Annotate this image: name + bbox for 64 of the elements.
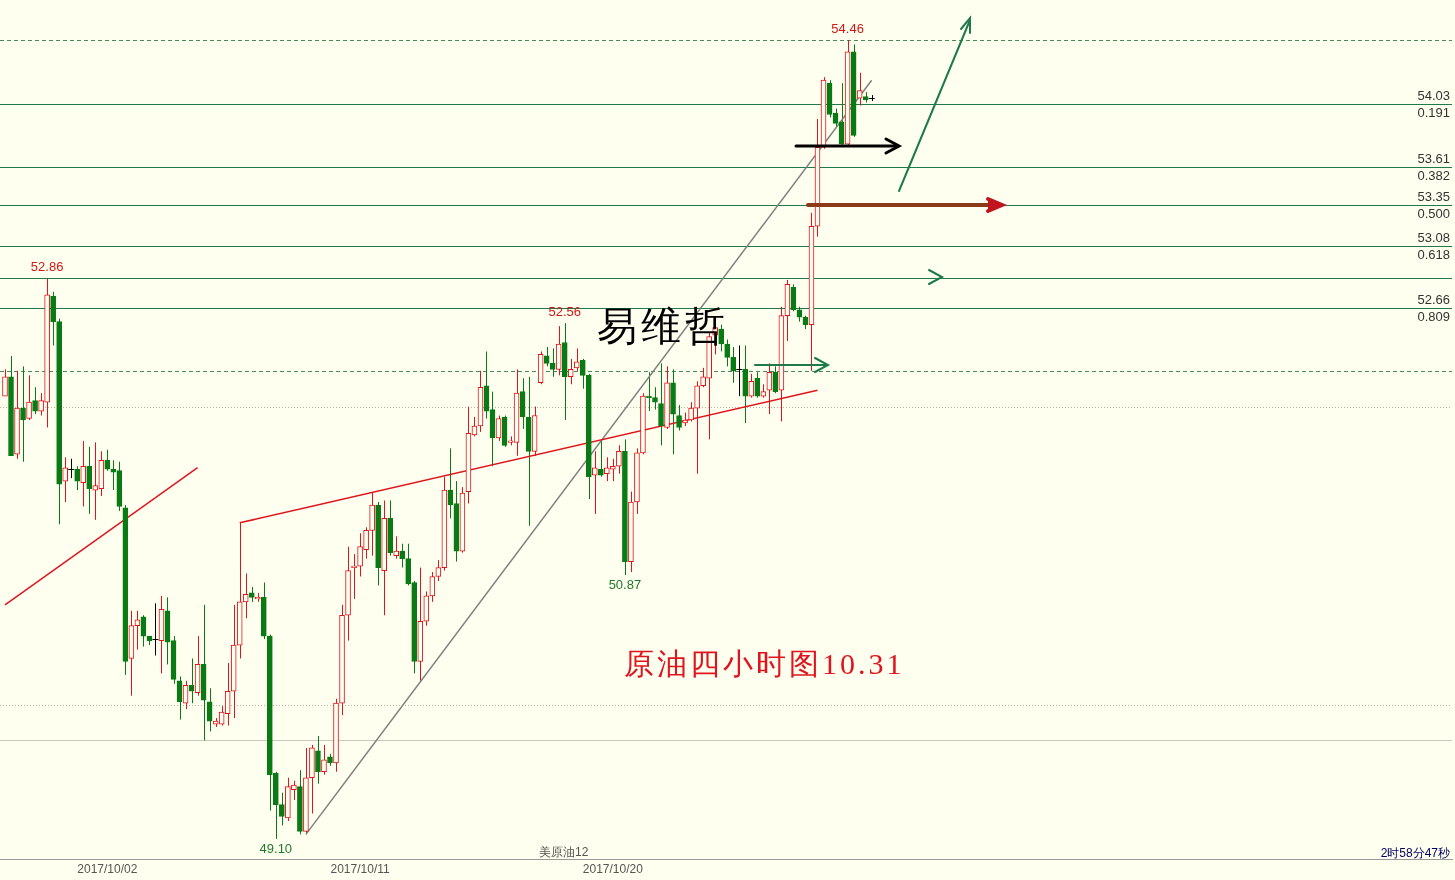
ref-line-label: 53.08 [1417,229,1450,245]
candlestick [754,371,761,399]
candlestick [351,553,357,600]
candlestick [62,456,69,503]
candlestick [242,573,249,619]
annotation: 49.10 [259,840,293,856]
candlestick [393,535,400,560]
candlestick [86,446,93,515]
candlestick [567,358,574,385]
annotation: 50.87 [608,577,642,593]
ref-line-label: 53.61 [1417,150,1450,166]
x-tick-label: 2017/10/02 [77,862,138,877]
candlestick [315,735,321,785]
annotation: 0.191 [1417,105,1450,121]
candlestick [291,780,297,801]
x-tick-label: 2017/10/11 [330,862,390,877]
candlestick [658,362,664,446]
candlestick [688,401,694,422]
candlestick [598,440,604,478]
candlestick [2,368,8,397]
text: 2时58分47秒 [1380,846,1450,860]
annotation: 0.809 [1417,309,1450,325]
candlestick [676,404,682,431]
ref-line-label: 53.35 [1417,188,1450,204]
candlestick [399,543,406,569]
annotation: 54.46 [831,21,864,37]
annotation: 0.618 [1417,246,1450,262]
ref-line-label: 52.66 [1417,291,1450,307]
annotation: 易维哲 [597,304,729,349]
text: 原油四小时图10.31 [624,647,905,680]
candlestick [700,367,706,388]
x-tick-label: 2017/10/20 [582,862,644,877]
candlestick [321,744,327,776]
candlestick [32,386,38,415]
candlestick [38,392,44,417]
candlestick [279,792,285,826]
candlestick [429,571,436,603]
candlestick [74,465,81,491]
candlestick [616,444,622,475]
candlestick [724,339,731,367]
annotation: 0.500 [1417,206,1450,222]
candlestick [357,532,363,578]
annotation: 0.382 [1417,167,1450,183]
candlestick [67,458,75,479]
candlestick [748,373,755,399]
text: 美原油12 [539,845,589,859]
candlestick [50,291,56,346]
candlestick [363,526,369,560]
candlestick [573,347,580,372]
candlestick [591,450,598,515]
ref-line-label: 54.03 [1417,87,1450,103]
candlestick [604,456,610,482]
annotation: 52.56 [548,304,581,320]
candlestick [80,440,87,507]
candlestick [579,358,586,390]
candlestick [423,590,430,627]
annotation: 52.86 [30,259,64,275]
candlestick [435,559,442,582]
candlestick [652,386,658,411]
candlestick [104,449,111,472]
candlestick [20,365,26,463]
candlestick [730,346,737,384]
candlestick [610,458,616,482]
candlestick [26,374,32,421]
